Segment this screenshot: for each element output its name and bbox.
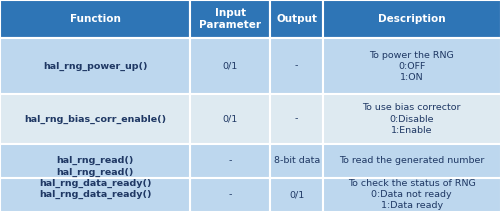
Text: hal_rng_power_up(): hal_rng_power_up() — [43, 62, 147, 71]
Text: 8-bit data: 8-bit data — [274, 156, 320, 165]
Text: -: - — [229, 156, 232, 165]
Text: To use bias corrector
0:Disable
1:Enable: To use bias corrector 0:Disable 1:Enable — [362, 103, 461, 135]
Bar — [190, 38, 270, 94]
Bar — [270, 0, 323, 38]
Text: To power the RNG
0:OFF
1:ON: To power the RNG 0:OFF 1:ON — [369, 51, 454, 82]
Bar — [190, 0, 270, 38]
Bar — [0, 0, 190, 38]
Text: -: - — [295, 114, 298, 123]
Text: Output: Output — [276, 14, 317, 24]
Bar — [0, 144, 190, 178]
Bar — [323, 38, 500, 94]
Text: 0/1: 0/1 — [223, 62, 238, 71]
Text: -: - — [229, 190, 232, 199]
Text: To check the status of RNG
0:Data not ready
1:Data ready: To check the status of RNG 0:Data not re… — [348, 179, 476, 210]
Text: hal_rng_read(): hal_rng_read() — [56, 156, 134, 165]
Bar — [0, 94, 190, 144]
Bar — [270, 178, 323, 212]
Text: 0/1: 0/1 — [223, 114, 238, 123]
Bar — [270, 94, 323, 144]
Text: Input
Parameter: Input Parameter — [199, 8, 261, 30]
Bar — [323, 94, 500, 144]
Bar — [0, 144, 190, 212]
Text: 0/1: 0/1 — [289, 190, 304, 199]
Bar — [323, 0, 500, 38]
Text: -: - — [295, 62, 298, 71]
Bar — [323, 178, 500, 212]
Text: hal_rng_read()
hal_rng_data_ready(): hal_rng_read() hal_rng_data_ready() — [39, 168, 151, 188]
Bar — [190, 94, 270, 144]
Text: hal_rng_data_ready(): hal_rng_data_ready() — [39, 190, 151, 199]
Bar — [270, 144, 323, 178]
Bar — [0, 178, 190, 212]
Text: To read the generated number: To read the generated number — [339, 156, 484, 165]
Bar — [323, 144, 500, 178]
Bar — [190, 144, 270, 178]
Text: hal_rng_bias_corr_enable(): hal_rng_bias_corr_enable() — [24, 114, 166, 124]
Bar — [190, 178, 270, 212]
Text: Function: Function — [70, 14, 120, 24]
Text: Description: Description — [378, 14, 446, 24]
Bar — [270, 38, 323, 94]
Bar — [0, 38, 190, 94]
